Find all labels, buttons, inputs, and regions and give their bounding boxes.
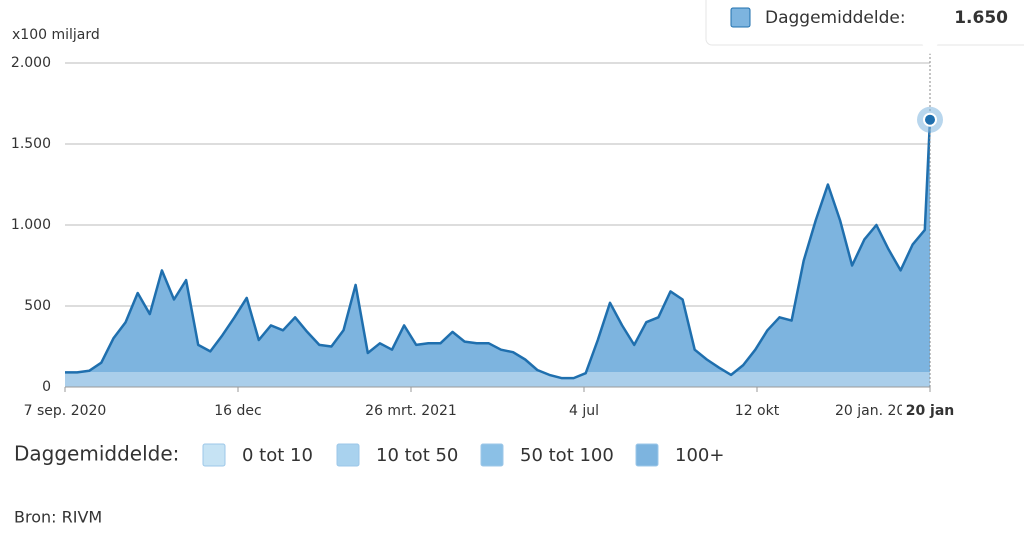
y-unit: x100 miljard [12,27,100,43]
x-tick-label: 7 sep. 2020 [24,403,107,419]
legend-label: 10 tot 50 [376,445,458,466]
legend-label: 100+ [675,445,724,466]
highlight-label: 20 jan [906,403,955,419]
legend-label: 50 tot 100 [520,445,614,466]
y-tick-label: 0 [42,379,51,395]
y-tick-label: 2.000 [11,55,51,71]
x-tick-label: 4 jul [569,403,599,419]
tooltip-label: Daggemiddelde: [765,8,906,28]
legend-swatch [336,443,360,467]
highlight-point [923,112,937,127]
legend-swatch [635,443,659,467]
x-tick-label: 26 mrt. 2021 [365,403,457,419]
y-tick-label: 1.000 [11,217,51,233]
highlight-label-bg [902,400,942,422]
legend-label: 0 tot 10 [242,445,313,466]
legend-title: Daggemiddelde: [14,442,179,466]
legend-swatch [202,443,226,467]
tooltip-value: 1.650 [954,8,1008,28]
source: Bron: RIVM [14,508,102,527]
x-tick-label: 12 okt [735,403,780,419]
line [65,119,932,380]
tooltip-box [705,0,1024,46]
tooltip-pointer [922,44,938,54]
x-tick-label: 16 dec [214,403,261,419]
x-tick-label: 20 jan. 2022 [835,403,923,419]
legend-swatch [480,443,504,467]
bottom-band [65,372,930,387]
y-tick-label: 500 [24,298,51,314]
tooltip-swatch [730,7,751,28]
y-tick-label: 1.500 [11,136,51,152]
area [65,119,930,387]
